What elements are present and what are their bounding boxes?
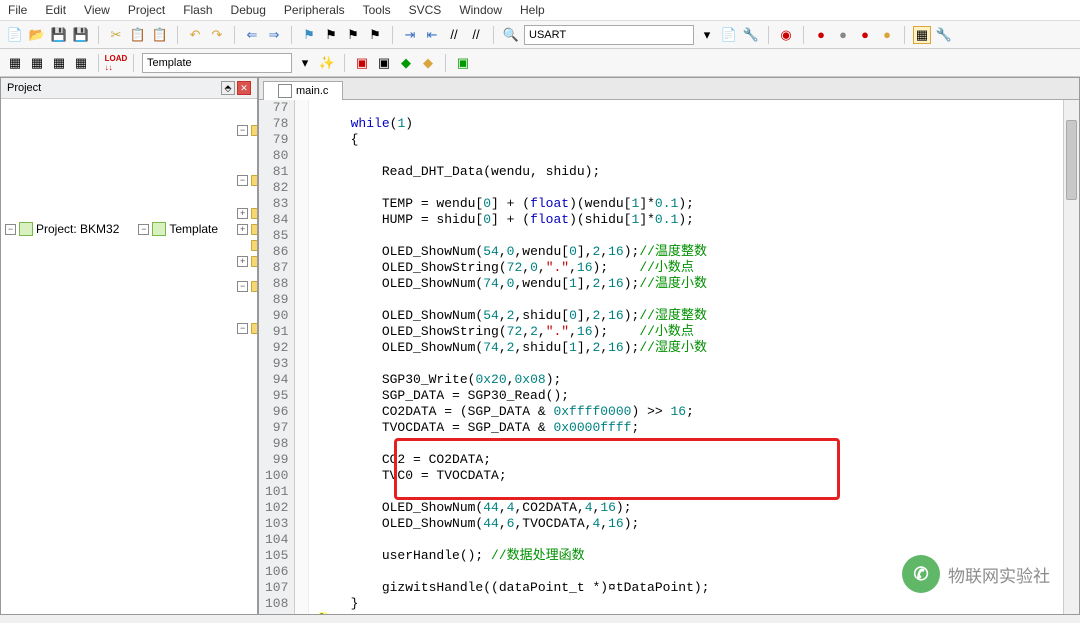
code-content[interactable]: while(1) { Read_DHT_Data(wendu, shidu); … xyxy=(309,100,1079,614)
saveall-icon[interactable]: 💾 xyxy=(72,26,90,44)
opt-icon[interactable]: ✨ xyxy=(318,54,336,72)
bm-prev-icon[interactable]: ⚑ xyxy=(322,26,340,44)
copy-icon[interactable]: 📋 xyxy=(129,26,147,44)
toolbar-2: ▦ ▦ ▦ ▦ LOAD↓↓ ▾ ✨ ▣ ▣ ◆ ◆ ▣ xyxy=(0,49,1080,77)
menu-bar: File Edit View Project Flash Debug Peripherals… xyxy=(0,0,1080,21)
rebuild-icon[interactable]: ▦ xyxy=(28,54,46,72)
config-field[interactable] xyxy=(142,53,292,73)
paste-icon[interactable]: 📋 xyxy=(151,26,169,44)
save-icon[interactable]: 💾 xyxy=(50,26,68,44)
back-icon[interactable]: ⇐ xyxy=(243,26,261,44)
scroll-thumb[interactable] xyxy=(1066,120,1077,200)
win-icon[interactable]: ▦ xyxy=(913,26,931,44)
p3-icon[interactable]: ◆ xyxy=(397,54,415,72)
editor-panel: main.c 777879808182838485868788899091929… xyxy=(258,77,1080,615)
menu-edit[interactable]: Edit xyxy=(45,3,66,17)
bm-next-icon[interactable]: ⚑ xyxy=(344,26,362,44)
bm-clear-icon[interactable]: ⚑ xyxy=(366,26,384,44)
new-icon[interactable]: 📄 xyxy=(6,26,24,44)
find-icon[interactable]: 🔍 xyxy=(502,26,520,44)
code-area[interactable]: 7778798081828384858687888990919293949596… xyxy=(259,100,1079,614)
editor-tabs: main.c xyxy=(259,78,1079,100)
undo-icon[interactable]: ↶ xyxy=(186,26,204,44)
redo-icon[interactable]: ↷ xyxy=(208,26,226,44)
menu-window[interactable]: Window xyxy=(459,3,502,17)
close-button[interactable]: ✕ xyxy=(237,81,251,95)
pin-button[interactable]: ⬘ xyxy=(221,81,235,95)
build-icon[interactable]: ▦ xyxy=(6,54,24,72)
doc-icon[interactable]: 📄 xyxy=(720,26,738,44)
p5-icon[interactable]: ▣ xyxy=(454,54,472,72)
cut-icon[interactable]: ✂ xyxy=(107,26,125,44)
menu-view[interactable]: View xyxy=(84,3,110,17)
menu-debug[interactable]: Debug xyxy=(231,3,266,17)
p1-icon[interactable]: ▣ xyxy=(353,54,371,72)
menu-tools[interactable]: Tools xyxy=(363,3,391,17)
menu-help[interactable]: Help xyxy=(520,3,545,17)
c2-icon[interactable]: ● xyxy=(834,26,852,44)
menu-file[interactable]: File xyxy=(8,3,27,17)
cfg-drop-icon[interactable]: ▾ xyxy=(296,54,314,72)
menu-flash[interactable]: Flash xyxy=(183,3,212,17)
indent-icon[interactable]: ⇥ xyxy=(401,26,419,44)
c3-icon[interactable]: ● xyxy=(856,26,874,44)
build3-icon[interactable]: ▦ xyxy=(72,54,90,72)
fold-gutter xyxy=(295,100,309,614)
p2-icon[interactable]: ▣ xyxy=(375,54,393,72)
tab-main-c[interactable]: main.c xyxy=(263,81,343,100)
uncmt-icon[interactable]: // xyxy=(467,26,485,44)
menu-project[interactable]: Project xyxy=(128,3,165,17)
outdent-icon[interactable]: ⇤ xyxy=(423,26,441,44)
bookmark-icon[interactable]: ⚑ xyxy=(300,26,318,44)
scrollbar-v[interactable] xyxy=(1063,100,1079,614)
build2-icon[interactable]: ▦ xyxy=(50,54,68,72)
cmt-icon[interactable]: // xyxy=(445,26,463,44)
project-tree[interactable]: − Project: BKM32− Template− USER+ main.c… xyxy=(1,99,257,614)
fwd-icon[interactable]: ⇒ xyxy=(265,26,283,44)
line-gutter: 7778798081828384858687888990919293949596… xyxy=(259,100,295,614)
wrench-icon[interactable]: 🔧 xyxy=(935,26,953,44)
toolbar-1: 📄 📂 💾 💾 ✂ 📋 📋 ↶ ↷ ⇐ ⇒ ⚑ ⚑ ⚑ ⚑ ⇥ ⇤ // // … xyxy=(0,21,1080,49)
load-icon[interactable]: LOAD↓↓ xyxy=(107,54,125,72)
drop-icon[interactable]: ▾ xyxy=(698,26,716,44)
panel-title: Project xyxy=(7,82,41,94)
rec-icon[interactable]: ◉ xyxy=(777,26,795,44)
c4-icon[interactable]: ● xyxy=(878,26,896,44)
menu-svcs[interactable]: SVCS xyxy=(409,3,442,17)
cfg-icon[interactable]: 🔧 xyxy=(742,26,760,44)
menu-peripherals[interactable]: Peripherals xyxy=(284,3,345,17)
p4-icon[interactable]: ◆ xyxy=(419,54,437,72)
open-icon[interactable]: 📂 xyxy=(28,26,46,44)
target-field[interactable] xyxy=(524,25,694,45)
c1-icon[interactable]: ● xyxy=(812,26,830,44)
project-panel: Project ⬘ ✕ − Project: BKM32− Template− … xyxy=(0,77,258,615)
